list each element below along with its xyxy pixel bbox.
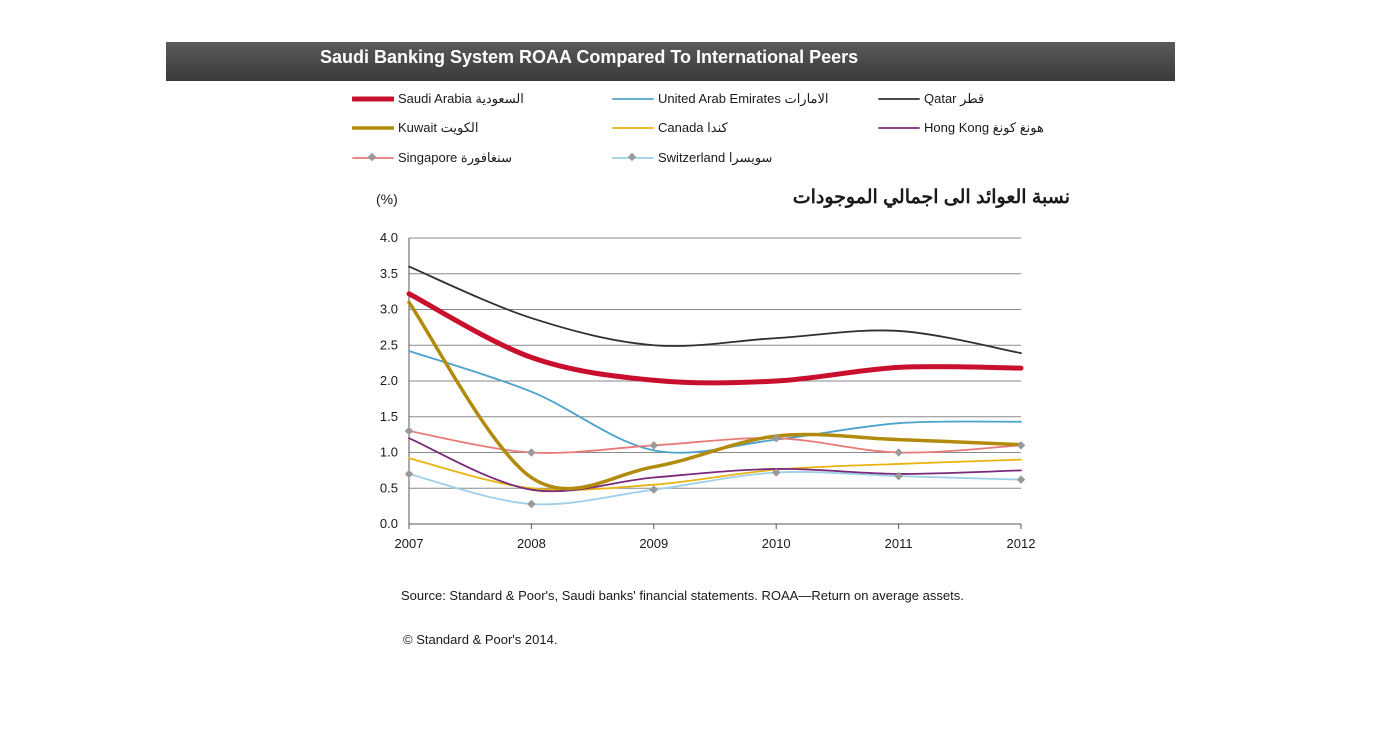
series-line-5 <box>408 437 1022 493</box>
legend-label: Canada كندا <box>658 120 728 135</box>
data-point-marker <box>649 441 659 450</box>
y-tick-label: 4.0 <box>380 230 398 245</box>
legend-label: Saudi Arabia السعودية <box>398 91 524 106</box>
y-tick-label: 0.0 <box>380 516 398 531</box>
x-tick-label: 2010 <box>762 536 791 551</box>
chart-title: Saudi Banking System ROAA Compared To In… <box>320 47 859 67</box>
data-point-marker <box>894 471 903 481</box>
source-note: Source: Standard & Poor's, Saudi banks' … <box>401 588 964 603</box>
legend-swatch <box>352 126 394 130</box>
y-tick-label: 1.5 <box>380 409 398 424</box>
legend-label: Switzerland سويسرا <box>658 150 773 165</box>
chart-legend: Saudi Arabia السعودية United Arab Emirat… <box>352 88 1092 172</box>
x-tick-label: 2009 <box>639 536 668 551</box>
copyright-note: © Standard & Poor's 2014. <box>403 632 558 647</box>
legend-label: United Arab Emirates الامارات <box>658 91 829 106</box>
y-tick-label: 3.5 <box>380 266 398 281</box>
legend-label: Singapore سنغافورة <box>398 150 512 165</box>
y-tick-label: 0.5 <box>380 480 398 495</box>
y-axis-unit: (%) <box>376 191 398 207</box>
data-point-marker <box>404 426 414 436</box>
title-bar: Saudi Banking System ROAA Compared To In… <box>166 42 1175 81</box>
series-line-6 <box>408 430 1022 454</box>
x-tick-label: 2008 <box>517 536 546 551</box>
x-tick-label: 2012 <box>1007 536 1036 551</box>
x-tick-label: 2007 <box>395 536 424 551</box>
data-point-marker <box>404 469 414 479</box>
data-point-marker <box>894 448 903 457</box>
series-line-2 <box>408 265 1022 355</box>
legend-item-hong-kong: Hong Kong هونغ كونغ <box>878 117 1044 139</box>
series-line-7 <box>408 471 1022 506</box>
series-line-0 <box>406 291 1024 386</box>
y-axis-title: نسبة العوائد الى اجمالي الموجودات <box>792 187 1070 208</box>
legend-item-singapore: Singapore سنغافورة <box>352 147 512 169</box>
legend-item-saudi-arabia: Saudi Arabia السعودية <box>352 88 524 110</box>
data-point-marker <box>527 499 536 509</box>
legend-item-uae: United Arab Emirates الامارات <box>612 88 829 110</box>
data-point-marker <box>527 448 536 457</box>
legend-item-kuwait: Kuwait الكويت <box>352 117 479 139</box>
data-point-marker <box>1016 475 1026 484</box>
legend-item-qatar: Qatar قطر <box>878 88 984 110</box>
legend-swatch <box>612 152 654 162</box>
data-point-marker <box>649 485 659 494</box>
legend-swatch <box>878 98 920 100</box>
y-tick-label: 2.0 <box>380 373 398 388</box>
x-tick-label: 2011 <box>885 536 913 551</box>
y-tick-label: 1.0 <box>380 445 398 460</box>
legend-swatch <box>612 98 654 100</box>
y-tick-label: 3.0 <box>380 302 398 317</box>
series-line-3 <box>407 300 1023 491</box>
data-point-marker <box>1016 441 1026 450</box>
legend-label: Qatar قطر <box>924 91 985 106</box>
legend-item-switzerland: Switzerland سويسرا <box>612 147 772 169</box>
legend-swatch <box>612 127 654 129</box>
legend-label: Kuwait الكويت <box>398 120 479 135</box>
legend-item-canada: Canada كندا <box>612 117 728 139</box>
legend-swatch <box>352 152 394 162</box>
legend-swatch <box>352 96 394 102</box>
legend-swatch <box>878 127 920 129</box>
y-tick-label: 2.5 <box>380 337 398 352</box>
line-chart: 0.0 0.5 1.0 1.5 2.0 2.5 3.0 3.5 4.0 2007 2008 2009 2… <box>380 230 1036 551</box>
legend-label: Hong Kong هونغ كونغ <box>924 120 1044 135</box>
